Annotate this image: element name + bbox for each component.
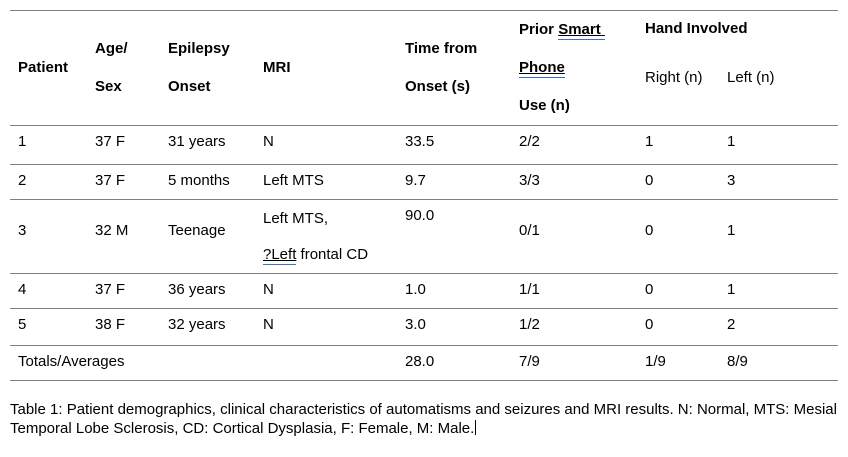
cell-hand-right[interactable]: 0 [645,316,654,333]
col-header-left-n[interactable]: Left (n) [727,69,775,86]
cell-mri[interactable]: N [263,133,274,150]
use-n-line: Use (n) [519,97,570,114]
patient-table: Patient Age/ Sex Epilepsy Onset MRI Time… [10,10,838,381]
table-header-row: Patient Age/ Sex Epilepsy Onset MRI Time… [10,11,838,126]
col-header-sex-label: Sex [95,78,122,95]
cell-epilepsy-onset[interactable]: 36 years [168,281,226,298]
cell-mri[interactable]: N [263,281,274,298]
hand-involved-label: Hand Involved [645,20,748,37]
cell-time-from-onset[interactable]: 1.0 [405,281,426,298]
hand-involved-subheaders: Right (n) Left (n) [645,69,834,87]
col-header-time-from-onset[interactable]: Time from Onset (s) [397,11,511,126]
col-header-onset-label: Onset [168,78,211,95]
cell-hand-right[interactable]: 1 [645,133,654,150]
cell-prior-phone-use[interactable]: 1/2 [519,316,540,333]
cell-totals-phone[interactable]: 7/9 [519,353,540,370]
table-row-patient-3: 3 32 M Teenage Left MTS, ?Left frontal C… [10,200,838,274]
cell-age-sex[interactable]: 37 F [95,172,126,189]
col-header-patient[interactable]: Patient [10,11,87,126]
cell-hand-left[interactable]: 1 [727,133,736,150]
cell-totals-label[interactable]: Totals/Averages [18,353,125,370]
col-header-age-sex[interactable]: Age/ Sex [87,11,160,126]
cell-epilepsy-onset[interactable]: 32 years [168,316,226,333]
table-row-totals: Totals/Averages 28.0 7/9 1/9 8/9 [10,346,838,381]
col-header-onset-s-label: Onset (s) [405,78,471,95]
prior-label: Prior [519,21,559,38]
table-row-patient-1: 1 37 F 31 years N 33.5 2/2 1 1 [10,126,838,165]
text-cursor [475,420,477,435]
cell-hand-right[interactable]: 0 [645,281,654,298]
cell-patient[interactable]: 4 [18,281,27,298]
col-header-epilepsy-label: Epilepsy [168,40,230,57]
mri-line-2: ?Left frontal CD [263,237,393,273]
cell-epilepsy-onset[interactable]: Teenage [168,222,226,239]
cell-time-from-onset[interactable]: 3.0 [405,316,426,333]
table-row-patient-2: 2 37 F 5 months Left MTS 9.7 3/3 0 3 [10,165,838,200]
col-header-mri[interactable]: MRI [255,11,397,126]
cell-hand-right[interactable]: 0 [645,222,654,239]
prior-smart-line: Prior Smart [519,11,633,49]
cell-age-sex[interactable]: 32 M [95,222,129,239]
cell-hand-left[interactable]: 2 [727,316,736,333]
cell-mri[interactable]: Left MTS, ?Left frontal CD [255,200,397,274]
table-row-patient-4: 4 37 F 36 years N 1.0 1/1 0 1 [10,274,838,309]
cell-patient[interactable]: 3 [18,222,27,239]
cell-patient[interactable]: 1 [18,133,27,150]
col-header-time-from-label: Time from [405,40,478,57]
col-header-right-n[interactable]: Right (n) [645,69,703,86]
left-flagged-word: ?Left [263,246,297,265]
cell-epilepsy-onset[interactable]: 31 years [168,133,226,150]
cell-mri[interactable]: Left MTS [263,172,324,189]
cell-patient[interactable]: 2 [18,172,27,189]
cell-prior-phone-use[interactable]: 1/1 [519,281,540,298]
cell-age-sex[interactable]: 38 F [95,316,126,333]
cell-time-from-onset[interactable]: 90.0 [405,207,435,224]
cell-hand-left[interactable]: 1 [727,281,736,298]
smart-flagged-word: Smart [558,21,605,40]
phone-flagged-word: Phone [519,59,565,78]
col-header-mri-label: MRI [263,59,291,76]
cell-prior-phone-use[interactable]: 2/2 [519,133,540,150]
mri-line-2-rest: frontal CD [296,246,369,263]
cell-totals-time[interactable]: 28.0 [405,353,435,370]
cell-epilepsy-onset[interactable]: 5 months [168,172,230,189]
cell-prior-phone-use[interactable]: 0/1 [519,222,540,239]
cell-time-from-onset[interactable]: 9.7 [405,172,426,189]
col-header-epilepsy-onset[interactable]: Epilepsy Onset [160,11,255,126]
col-header-prior-smartphone-use[interactable]: Prior Smart Phone Use (n) [511,11,637,126]
cell-totals-right[interactable]: 1/9 [645,353,666,370]
cell-hand-right[interactable]: 0 [645,172,654,189]
col-header-age-label: Age/ [95,40,128,57]
cell-patient[interactable]: 5 [18,316,27,333]
cell-mri[interactable]: N [263,316,274,333]
cell-hand-left[interactable]: 3 [727,172,736,189]
cell-hand-left[interactable]: 1 [727,222,736,239]
cell-time-from-onset[interactable]: 33.5 [405,133,435,150]
caption-text: Table 1: Patient demographics, clinical … [10,401,837,437]
mri-line-1: Left MTS, [263,210,329,227]
table-caption[interactable]: Table 1: Patient demographics, clinical … [10,400,842,438]
cell-totals-left[interactable]: 8/9 [727,353,748,370]
cell-age-sex[interactable]: 37 F [95,133,126,150]
col-header-patient-label: Patient [18,59,69,76]
phone-line: Phone [519,49,633,87]
cell-prior-phone-use[interactable]: 3/3 [519,172,540,189]
table-row-patient-5: 5 38 F 32 years N 3.0 1/2 0 2 [10,309,838,346]
col-header-hand-involved[interactable]: Hand Involved Right (n) Left (n) [637,11,838,126]
cell-age-sex[interactable]: 37 F [95,281,126,298]
